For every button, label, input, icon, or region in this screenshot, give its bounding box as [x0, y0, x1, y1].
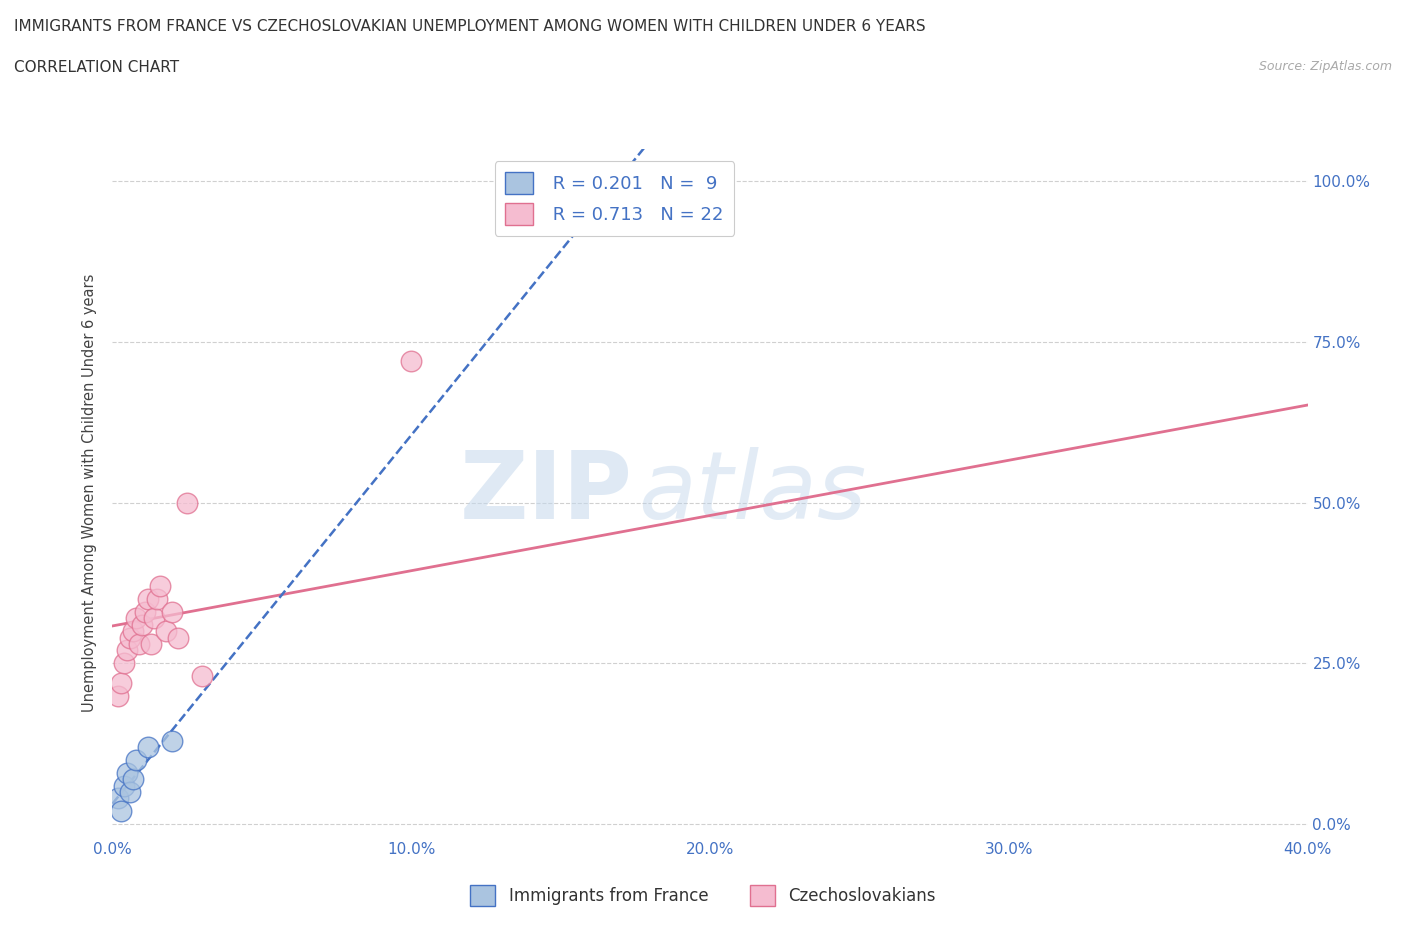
Point [122, 624, 145, 639]
Point [143, 611, 166, 626]
Text: CORRELATION CHART: CORRELATION CHART [14, 60, 179, 75]
Y-axis label: Unemployment Among Women with Children Under 6 years: Unemployment Among Women with Children U… [82, 273, 97, 712]
Point [125, 752, 148, 767]
Point [162, 733, 183, 748]
Point [167, 631, 190, 645]
Point [191, 669, 214, 684]
Text: IMMIGRANTS FROM FRANCE VS CZECHOSLOVAKIAN UNEMPLOYMENT AMONG WOMEN WITH CHILDREN: IMMIGRANTS FROM FRANCE VS CZECHOSLOVAKIA… [14, 19, 925, 33]
Point [138, 591, 160, 606]
Point [155, 624, 177, 639]
Point [149, 578, 172, 593]
Point [146, 591, 169, 606]
Point [128, 637, 150, 652]
Point [117, 765, 139, 780]
Point [114, 656, 135, 671]
Legend: Immigrants from France, Czechoslovakians: Immigrants from France, Czechoslovakians [464, 879, 942, 912]
Text: Source: ZipAtlas.com: Source: ZipAtlas.com [1258, 60, 1392, 73]
Point [401, 353, 423, 368]
Point [110, 804, 132, 818]
Legend:  R = 0.201   N =  9,  R = 0.713   N = 22: R = 0.201 N = 9, R = 0.713 N = 22 [495, 161, 734, 236]
Point [107, 688, 129, 703]
Point [114, 778, 135, 793]
Point [141, 637, 163, 652]
Point [138, 739, 160, 754]
Point [134, 604, 156, 619]
Point [117, 643, 139, 658]
Point [131, 618, 153, 632]
Point [120, 631, 142, 645]
Point [162, 604, 183, 619]
Point [120, 785, 142, 800]
Text: atlas: atlas [638, 447, 866, 538]
Point [110, 675, 132, 690]
Text: ZIP: ZIP [460, 447, 633, 538]
Point [176, 495, 198, 510]
Point [125, 611, 148, 626]
Point [107, 791, 129, 806]
Point [122, 772, 145, 787]
